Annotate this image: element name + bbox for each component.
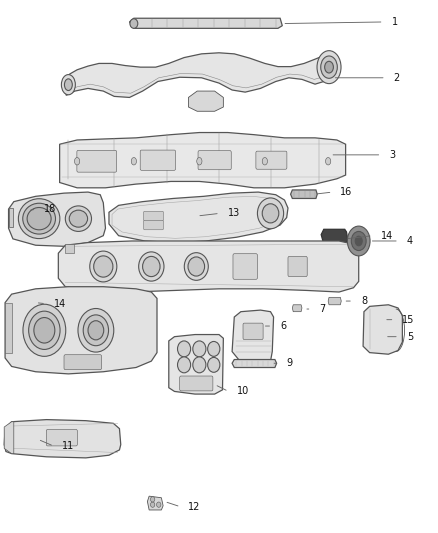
Ellipse shape: [88, 321, 104, 340]
Ellipse shape: [321, 56, 337, 78]
Polygon shape: [169, 335, 223, 394]
Polygon shape: [4, 419, 121, 458]
Text: 12: 12: [188, 502, 201, 512]
Polygon shape: [328, 297, 341, 305]
Polygon shape: [130, 18, 283, 28]
Ellipse shape: [156, 502, 161, 507]
Ellipse shape: [347, 226, 370, 256]
Text: 11: 11: [62, 441, 74, 451]
Polygon shape: [65, 244, 74, 253]
Text: 4: 4: [407, 236, 413, 246]
Polygon shape: [19, 298, 38, 309]
Ellipse shape: [150, 502, 155, 507]
Text: 14: 14: [54, 298, 66, 309]
Ellipse shape: [18, 199, 60, 239]
Ellipse shape: [262, 204, 279, 223]
Polygon shape: [109, 192, 288, 243]
FancyBboxPatch shape: [243, 323, 263, 340]
Text: 3: 3: [389, 150, 396, 160]
Polygon shape: [58, 241, 359, 292]
Ellipse shape: [184, 253, 208, 280]
Ellipse shape: [64, 79, 72, 91]
Ellipse shape: [355, 236, 362, 246]
Polygon shape: [292, 305, 302, 312]
Ellipse shape: [83, 315, 109, 346]
Text: 14: 14: [381, 231, 393, 241]
Ellipse shape: [34, 318, 55, 343]
Polygon shape: [5, 287, 157, 374]
Ellipse shape: [351, 231, 366, 251]
Ellipse shape: [23, 203, 56, 234]
Ellipse shape: [69, 210, 88, 227]
Ellipse shape: [90, 251, 117, 282]
Text: 7: 7: [319, 304, 326, 314]
Text: 16: 16: [340, 187, 353, 197]
Ellipse shape: [23, 304, 66, 357]
Ellipse shape: [131, 158, 137, 165]
Text: 6: 6: [280, 321, 286, 331]
Ellipse shape: [74, 158, 80, 165]
Text: 8: 8: [361, 296, 367, 306]
FancyBboxPatch shape: [46, 430, 78, 446]
Ellipse shape: [262, 158, 268, 165]
Polygon shape: [9, 192, 106, 246]
Polygon shape: [232, 310, 274, 365]
Polygon shape: [290, 190, 317, 198]
Polygon shape: [60, 133, 346, 188]
Polygon shape: [4, 422, 14, 454]
Ellipse shape: [27, 207, 51, 230]
Ellipse shape: [197, 158, 202, 165]
Polygon shape: [232, 360, 277, 368]
Ellipse shape: [65, 206, 92, 231]
Ellipse shape: [94, 256, 113, 277]
Ellipse shape: [177, 341, 191, 357]
Polygon shape: [363, 305, 403, 354]
Ellipse shape: [208, 342, 220, 357]
Ellipse shape: [325, 158, 331, 165]
Text: 10: 10: [237, 386, 249, 397]
Ellipse shape: [193, 357, 206, 373]
Text: 2: 2: [394, 73, 400, 83]
Ellipse shape: [150, 497, 155, 502]
Ellipse shape: [78, 309, 114, 352]
Polygon shape: [188, 91, 223, 111]
Polygon shape: [65, 53, 332, 98]
Text: 13: 13: [228, 208, 240, 219]
FancyBboxPatch shape: [144, 220, 163, 230]
FancyBboxPatch shape: [198, 151, 231, 169]
FancyBboxPatch shape: [140, 150, 176, 170]
Ellipse shape: [139, 252, 164, 281]
Polygon shape: [9, 208, 13, 227]
Ellipse shape: [325, 61, 333, 73]
Ellipse shape: [188, 257, 205, 276]
Ellipse shape: [28, 311, 60, 350]
Ellipse shape: [208, 358, 220, 372]
Polygon shape: [5, 303, 12, 353]
FancyBboxPatch shape: [64, 355, 102, 369]
Text: 5: 5: [407, 332, 413, 342]
FancyBboxPatch shape: [256, 151, 287, 169]
FancyBboxPatch shape: [144, 211, 163, 221]
Ellipse shape: [130, 19, 138, 28]
Ellipse shape: [61, 75, 75, 95]
Polygon shape: [148, 496, 163, 510]
FancyBboxPatch shape: [233, 254, 258, 279]
Ellipse shape: [193, 341, 206, 357]
Ellipse shape: [177, 357, 191, 373]
FancyBboxPatch shape: [180, 376, 213, 391]
FancyBboxPatch shape: [77, 150, 117, 172]
Ellipse shape: [317, 51, 341, 84]
Text: 9: 9: [287, 358, 293, 368]
Text: 1: 1: [392, 17, 398, 27]
Polygon shape: [321, 229, 348, 244]
Ellipse shape: [143, 256, 160, 277]
FancyBboxPatch shape: [288, 256, 307, 277]
Text: 15: 15: [403, 314, 415, 325]
Text: 18: 18: [44, 204, 57, 214]
Ellipse shape: [258, 198, 284, 229]
